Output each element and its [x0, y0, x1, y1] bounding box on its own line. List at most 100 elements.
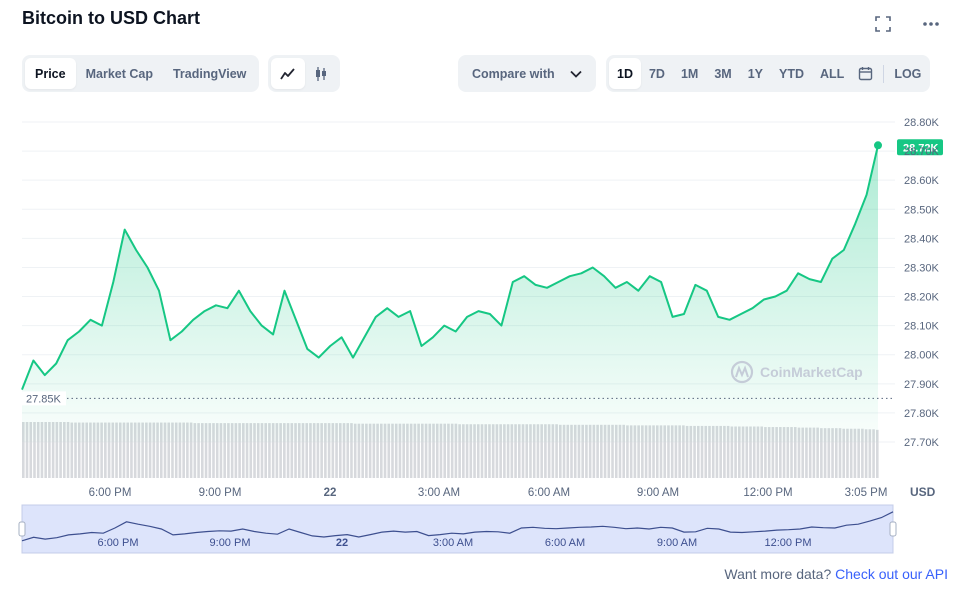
volume-bar	[465, 424, 469, 478]
volume-bar	[338, 423, 342, 478]
volume-bar	[752, 426, 756, 478]
volume-bar	[59, 422, 62, 478]
volume-bar	[126, 422, 130, 478]
y-tick-label: 28.00K	[904, 350, 940, 362]
volume-bar	[790, 427, 793, 478]
range-ytd[interactable]: YTD	[779, 66, 805, 81]
volume-bar	[614, 424, 618, 478]
volume-bar	[633, 425, 637, 478]
volume-bar	[805, 427, 808, 478]
volume-bar	[159, 422, 163, 478]
volume-bar	[689, 425, 693, 478]
volume-bar	[462, 424, 465, 478]
x-tick-label: 3:00 AM	[418, 487, 460, 499]
volume-bar	[711, 425, 715, 478]
fullscreen-icon[interactable]	[873, 14, 893, 34]
x-tick-label: 12:00 PM	[743, 487, 792, 499]
volume-bar	[745, 426, 749, 478]
volume-bar	[242, 423, 245, 478]
compare-dropdown[interactable]: Compare with	[458, 55, 596, 92]
volume-bar	[66, 422, 70, 478]
volume-bar	[111, 422, 115, 478]
range-3m[interactable]: 3M	[714, 66, 732, 81]
volume-bar	[424, 423, 428, 478]
volume-bar	[820, 428, 823, 478]
candlestick-button[interactable]	[305, 58, 337, 89]
volume-bar	[715, 425, 719, 478]
volume-bar	[204, 423, 208, 478]
volume-bar	[301, 423, 305, 478]
volume-bar	[607, 424, 611, 478]
volume-bar	[797, 427, 801, 478]
volume-bar	[346, 423, 350, 478]
volume-bar	[495, 424, 499, 478]
navigator-left-handle[interactable]	[18, 521, 26, 537]
current-price-tag: 28.72K	[897, 139, 943, 156]
volume-bar	[506, 424, 510, 478]
volume-bar	[723, 425, 726, 478]
volume-bar	[600, 424, 603, 478]
x-axis-labels: 6:00 PM 9:00 PM 22 3:00 AM 6:00 AM 9:00 AM 12:…	[89, 487, 888, 499]
price-area	[22, 145, 878, 443]
navigator-tick-label: 12:00 PM	[764, 537, 811, 549]
y-tick-label: 28.50K	[904, 204, 940, 216]
volume-bar	[726, 425, 730, 478]
more-options-icon[interactable]	[921, 14, 941, 34]
price-chart[interactable]: 27.85K 28.72K 28.80K28.70K28.60K28.50K28…	[0, 100, 970, 560]
volume-bar	[611, 424, 614, 478]
volume-bar	[55, 422, 59, 478]
calendar-button[interactable]	[852, 58, 879, 89]
range-1m[interactable]: 1M	[680, 66, 699, 81]
volume-bar	[249, 423, 253, 478]
range-all[interactable]: ALL	[820, 66, 845, 81]
volume-bar	[294, 423, 297, 478]
line-chart-button[interactable]	[271, 58, 305, 89]
tab-tradingview[interactable]: TradingView	[172, 66, 247, 81]
volume-bar	[637, 425, 640, 478]
range-1y[interactable]: 1Y	[747, 66, 764, 81]
volume-bar	[514, 424, 517, 478]
volume-bar	[678, 425, 681, 478]
volume-bar	[391, 423, 394, 478]
volume-bar	[253, 423, 256, 478]
volume-bar	[581, 424, 584, 478]
tab-price[interactable]: Price	[25, 58, 76, 89]
volume-bar	[167, 422, 171, 478]
volume-bar	[734, 426, 737, 478]
x-tick-label: 6:00 PM	[89, 487, 132, 499]
navigator-right-handle[interactable]	[889, 521, 897, 537]
api-link[interactable]: Check out our API	[835, 566, 948, 582]
volume-bar	[786, 427, 790, 478]
volume-bar	[547, 424, 551, 478]
volume-bar	[730, 426, 734, 478]
volume-bar	[544, 424, 547, 478]
volume-bar	[476, 424, 480, 478]
volume-bar	[693, 425, 696, 478]
log-toggle[interactable]: LOG	[894, 66, 922, 81]
volume-bar	[275, 423, 279, 478]
range-navigator[interactable]	[21, 504, 894, 554]
range-1d[interactable]: 1D	[609, 58, 641, 89]
volume-bar	[663, 425, 667, 478]
volume-bar	[178, 422, 182, 478]
volume-bar	[70, 422, 74, 478]
tab-market-cap[interactable]: Market Cap	[85, 66, 153, 81]
volume-bar	[387, 423, 391, 478]
volume-bar	[286, 423, 290, 478]
volume-bar	[573, 424, 577, 478]
volume-bar	[704, 425, 708, 478]
volume-bar	[417, 423, 420, 478]
calendar-icon	[859, 67, 873, 81]
range-selector: 1D 7D 1M 3M 1Y YTD ALL LOG	[606, 55, 931, 92]
volume-bar	[876, 429, 879, 478]
volume-bar	[793, 427, 797, 478]
range-7d[interactable]: 7D	[648, 66, 665, 81]
volume-bar	[536, 424, 540, 478]
volume-bar	[22, 422, 25, 478]
volume-bar	[696, 425, 700, 478]
volume-bar	[365, 423, 368, 478]
footer: Want more data? Check out our API	[724, 566, 948, 582]
volume-bar	[685, 425, 689, 478]
volume-bar	[760, 426, 763, 478]
volume-bar	[421, 423, 424, 478]
